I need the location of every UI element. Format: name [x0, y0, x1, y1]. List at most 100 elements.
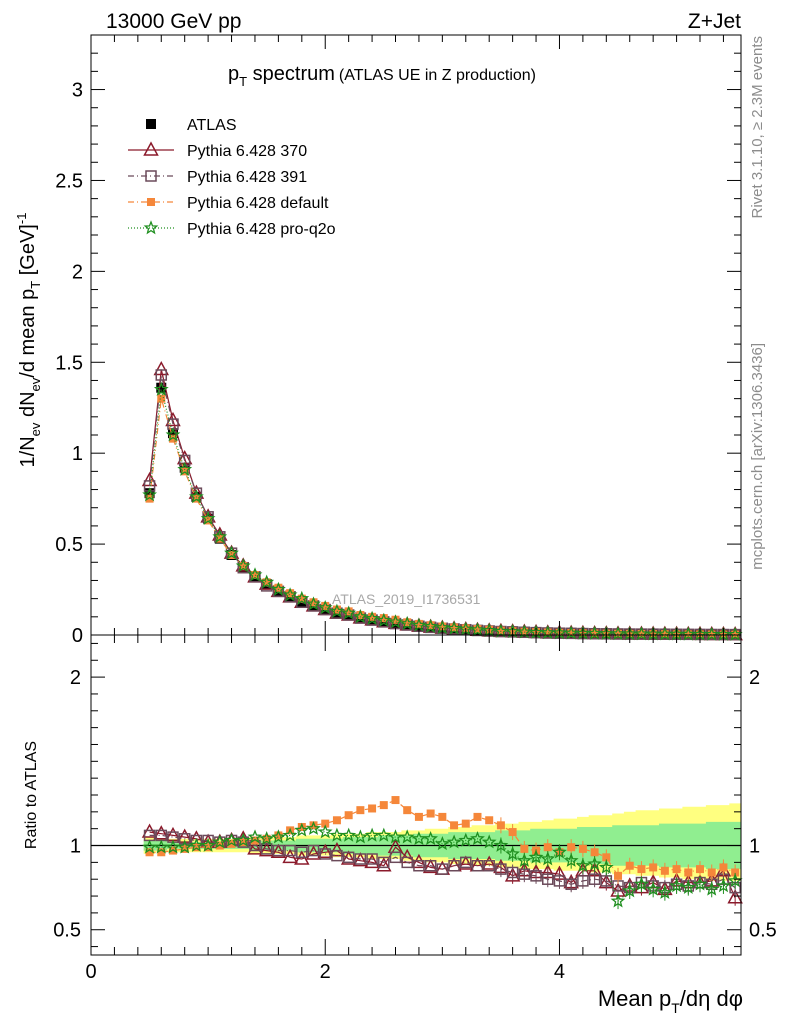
lower-data-point — [542, 873, 554, 885]
upper-data-point — [157, 394, 166, 403]
lower-data-point — [543, 843, 552, 852]
lower-data-point — [200, 837, 216, 852]
lower-data-point — [307, 844, 320, 857]
upper-data-point — [391, 615, 400, 624]
lower-data-point — [342, 851, 355, 864]
lower-data-point — [235, 832, 251, 847]
lower-y-tick-label-right: 2 — [749, 667, 760, 689]
lower-data-point — [461, 819, 470, 828]
upper-data-point — [403, 618, 412, 627]
upper-data-point — [543, 628, 552, 637]
lower-data-point — [565, 878, 577, 891]
upper-y-axis-label: 1/Nev dNev/d mean pT [GeV]-1 — [14, 213, 43, 468]
lower-data-point — [212, 834, 228, 849]
lower-data-point — [528, 849, 544, 864]
lower-data-point — [481, 834, 497, 849]
upper-data-point — [156, 382, 167, 393]
lower-data-point — [424, 859, 437, 872]
lower-data-point — [450, 821, 459, 830]
lower-data-point — [204, 843, 213, 852]
lower-data-point — [331, 849, 343, 862]
upper-data-point — [274, 583, 283, 592]
lower-data-point — [344, 811, 353, 820]
lower-data-point — [317, 843, 333, 859]
lower-data-point — [270, 843, 287, 859]
upper-data-point — [155, 369, 168, 381]
upper-data-point — [262, 578, 271, 587]
lower-data-point — [633, 876, 649, 891]
lower-data-point — [434, 836, 450, 851]
lower-data-point — [505, 846, 520, 861]
lower-y-tick-label-right: 1 — [749, 836, 760, 858]
legend-marker — [147, 198, 155, 206]
upper-data-point — [590, 629, 599, 638]
upper-data-point — [294, 590, 310, 605]
upper-data-point — [356, 611, 365, 619]
lower-data-point — [319, 848, 331, 860]
lower-data-point — [353, 829, 368, 844]
lower-data-point — [625, 861, 634, 870]
lower-data-point — [340, 850, 357, 865]
lower-data-point — [657, 884, 673, 899]
upper-data-point — [297, 594, 306, 603]
upper-data-point — [399, 615, 415, 631]
upper-y-tick-label: 2 — [72, 261, 83, 283]
upper-data-point — [165, 427, 181, 442]
lower-y-tick-label: 1 — [70, 836, 81, 858]
lower-data-point — [578, 844, 587, 853]
lower-data-point — [247, 840, 263, 855]
lower-data-point — [614, 871, 623, 880]
lower-series-layer — [141, 796, 743, 910]
lower-data-point — [590, 848, 599, 857]
lower-data-point — [274, 831, 283, 840]
lower-data-point — [189, 837, 204, 852]
lower-data-point — [399, 829, 415, 844]
lower-data-point — [309, 821, 318, 830]
x-tick-label: 2 — [320, 961, 331, 983]
lower-data-point — [649, 863, 658, 872]
upper-data-point — [178, 454, 191, 467]
x-tick-label: 4 — [554, 961, 565, 983]
lower-data-point — [481, 855, 497, 870]
upper-data-point — [376, 612, 392, 627]
upper-data-point — [271, 581, 286, 596]
upper-y-tick-label: 1 — [72, 443, 83, 465]
lower-data-point — [180, 844, 189, 853]
legend-entry-label: Pythia 6.428 default — [187, 195, 329, 212]
lower-data-point — [356, 806, 365, 815]
legend-marker — [145, 170, 157, 182]
upper-data-point — [587, 625, 602, 640]
legend-marker — [146, 119, 156, 129]
lower-data-point — [354, 853, 367, 865]
upper-y-tick-label: 0 — [72, 625, 83, 647]
lower-data-point — [145, 848, 154, 857]
lower-data-point — [672, 865, 681, 874]
legend-entry-label: ATLAS — [187, 117, 237, 134]
lower-data-point — [376, 827, 392, 842]
lower-data-point — [622, 883, 638, 898]
lower-data-point — [364, 853, 380, 869]
upper-data-point — [657, 626, 673, 641]
analysis-watermark: ATLAS_2019_I1736531 — [332, 591, 481, 607]
lower-data-point — [588, 873, 601, 885]
lower-data-point — [446, 834, 462, 849]
lower-data-point — [391, 796, 400, 805]
lower-data-point — [414, 812, 423, 821]
upper-data-point — [473, 625, 482, 633]
lower-data-point — [297, 823, 306, 831]
lower-data-point — [577, 875, 589, 887]
upper-data-point — [168, 434, 177, 443]
upper-y-tick-label: 1.5 — [55, 352, 83, 374]
upper-data-point — [177, 461, 193, 476]
lower-y-axis-label: Ratio to ATLAS — [23, 741, 40, 849]
lower-data-point — [403, 806, 412, 815]
lower-data-point — [178, 833, 191, 845]
lower-y-tick-label: 0.5 — [53, 920, 81, 942]
lower-data-point — [707, 868, 716, 877]
lower-data-point — [575, 857, 591, 873]
lower-data-point — [493, 837, 509, 852]
lower-data-point — [296, 846, 308, 859]
lower-data-point — [142, 839, 158, 854]
lower-data-point — [411, 831, 427, 846]
